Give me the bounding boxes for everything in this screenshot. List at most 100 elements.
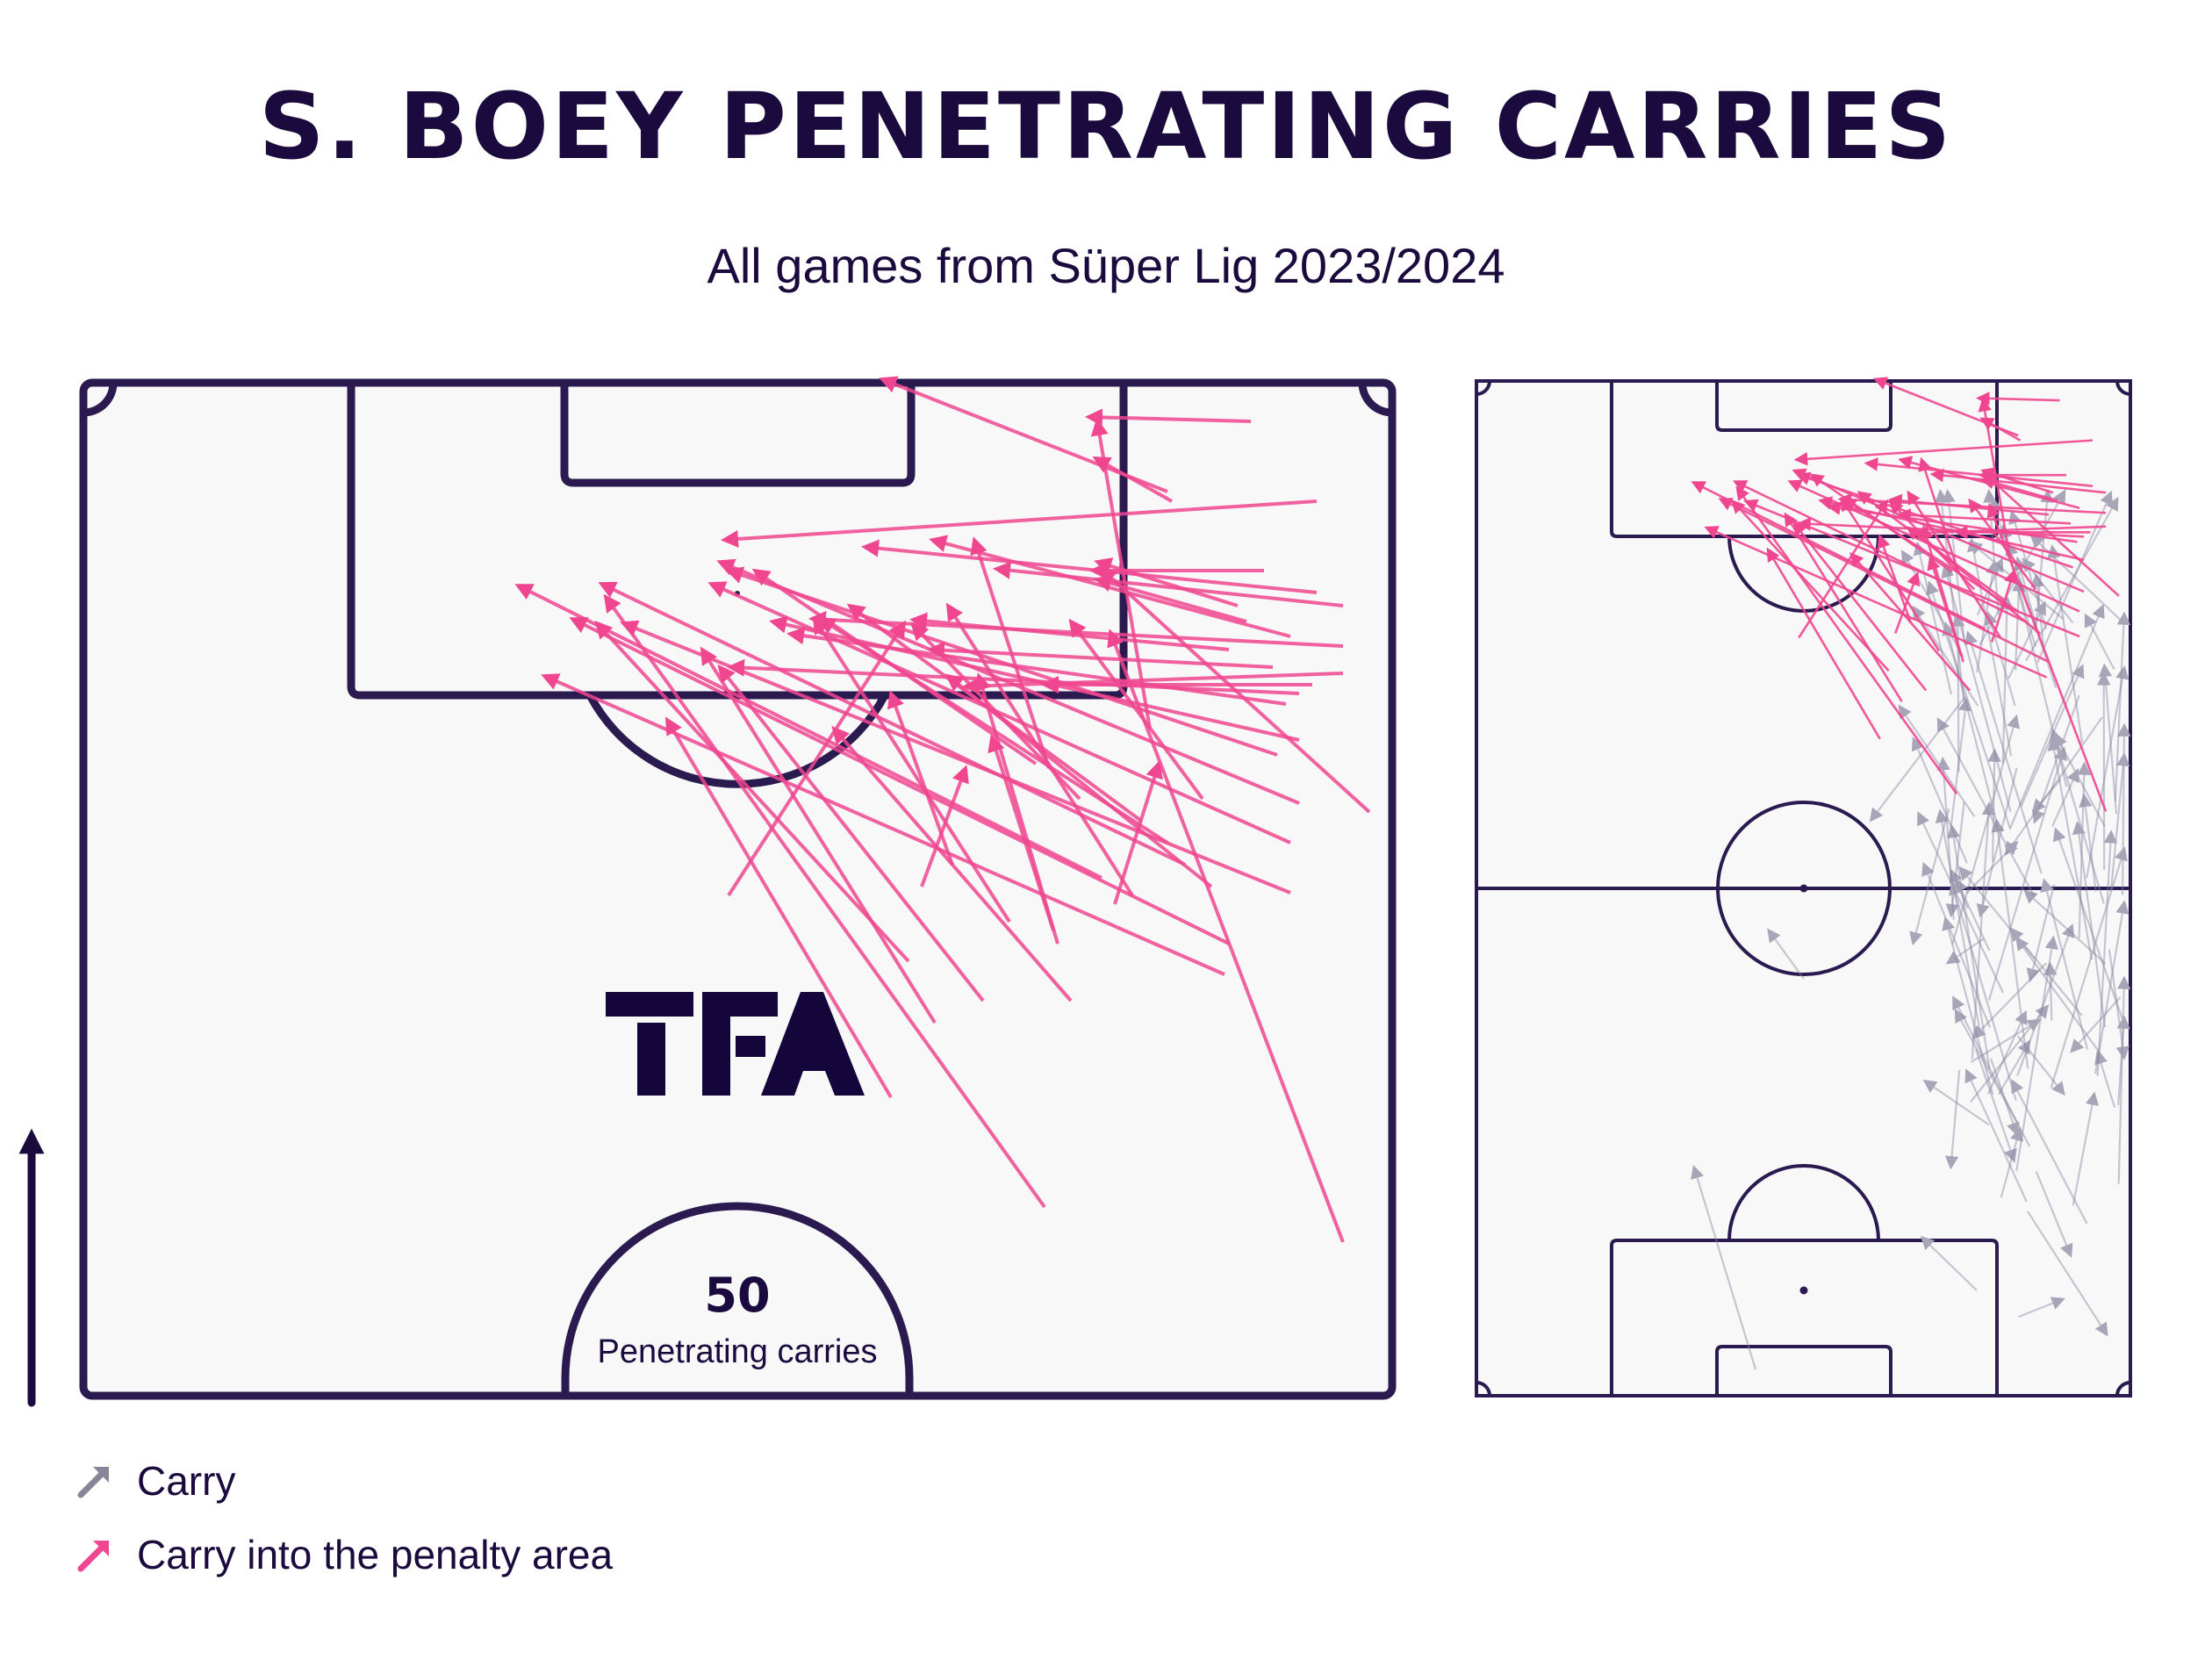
carry-arrow (2116, 1015, 2130, 1106)
carry-arrow (1840, 497, 1941, 652)
carry-arrow (988, 734, 1055, 931)
carry-arrow (2000, 595, 2014, 764)
carry-arrow (2000, 1126, 2023, 1198)
carry-arrow (1986, 1010, 2028, 1095)
carry-arrow (1986, 503, 2108, 812)
carry-arrow (2023, 889, 2107, 965)
carry-arrow (1691, 1165, 1757, 1370)
carry-arrow (541, 673, 1225, 976)
carry-arrow (1784, 512, 1903, 702)
six-yard-box (560, 383, 916, 487)
carry-arrow (2031, 778, 2062, 813)
carry-arrow (993, 561, 1344, 607)
carry-arrow (2054, 733, 2106, 827)
center-circle (1716, 801, 1892, 976)
carry-arrow (1099, 566, 1371, 814)
carry-arrow (1704, 526, 2048, 679)
carry-arrow (1987, 746, 2067, 1001)
carry-arrow (812, 615, 1011, 923)
carry-arrow (717, 664, 985, 1002)
carry-arrow (1942, 916, 1994, 1096)
carry-arrow (1921, 861, 1992, 1028)
carry-arrow (1955, 878, 1991, 952)
corner-arc-left (83, 382, 118, 417)
carry-arrow (962, 672, 1344, 695)
carry-arrow (1731, 499, 1890, 672)
carry-arrow (944, 673, 1213, 888)
carry-arrow (2109, 752, 2130, 892)
carry-arrow (594, 621, 910, 963)
legend-label: Carry (137, 1458, 236, 1504)
carry-arrow (2043, 961, 2058, 1021)
carry-arrow (1793, 439, 2094, 466)
carry-arrow (2050, 846, 2128, 1089)
carry-arrow (920, 765, 969, 887)
carry-arrow (2072, 820, 2107, 1028)
carry-arrow (725, 566, 1278, 757)
carry-arrow (1997, 1039, 2031, 1096)
carry-arrow (2027, 1211, 2108, 1337)
carry-arrow (1976, 560, 2000, 673)
bottom-six-yard-box (1715, 1345, 1892, 1396)
center-circle-arc (561, 1202, 914, 1396)
carry-arrow (1954, 1008, 2020, 1125)
carry-arrow (1990, 569, 2017, 643)
carry-arrow (1085, 408, 1252, 427)
carry-arrow (2011, 1079, 2088, 1225)
tfa-logo (606, 992, 865, 1096)
carry-arrow (1920, 1235, 1978, 1291)
carry-arrow (1922, 1079, 1990, 1126)
carry-arrow (2012, 578, 2026, 671)
bottom-penalty-box (1610, 1239, 1999, 1396)
left-pitch (79, 378, 1397, 1400)
chart-subtitle: All games from Süper Lig 2023/2024 (707, 238, 1505, 293)
carry-arrow (2026, 884, 2056, 982)
carry-arrow (927, 641, 1274, 669)
carry-arrow (1945, 938, 1985, 965)
carry-arrow (2079, 793, 2097, 892)
carry-arrow (2086, 665, 2129, 879)
penalty-arc (586, 693, 888, 788)
carry-arrow (1965, 840, 2019, 895)
carry-arrow (1113, 760, 1163, 905)
carry-arrow (1944, 1069, 1961, 1170)
carry-arrow (1942, 622, 1999, 827)
carry-arrow (1951, 714, 2021, 945)
carry-arrow (514, 584, 1102, 880)
carry-arrow (2047, 736, 2094, 960)
stat-label: Penetrating carries (598, 1333, 878, 1370)
carry-arrow (727, 658, 1300, 695)
carry-arrow (707, 581, 1291, 844)
carry-arrow (2004, 716, 2103, 856)
carry-arrow (1971, 962, 2048, 1040)
carry-arrow (1732, 480, 2028, 624)
chart-title: S. BOEY PENETRATING CARRIES (258, 73, 1954, 180)
carry-arrow (1975, 392, 2060, 406)
carry-arrow (1107, 629, 1345, 1243)
carry-arrow (1798, 499, 1888, 639)
carry-arrow (1968, 498, 2037, 591)
carry-arrow (1949, 697, 1972, 836)
carry-arrow (2108, 949, 2129, 1060)
carry-arrow (970, 536, 1051, 769)
carry-arrow (1984, 610, 2016, 707)
carry-arrow (831, 725, 1073, 1002)
carry-arrow (1983, 472, 2120, 597)
carry-arrow (1909, 808, 1950, 946)
grey-arrow-icon (77, 1467, 109, 1498)
pitch-outline (79, 378, 1397, 1400)
corner-arc-right (1358, 382, 1393, 417)
carry-arrow (1974, 1048, 2017, 1163)
stat-value: 50 (704, 1268, 770, 1323)
carry-arrow (929, 535, 1291, 638)
carry-arrow (2040, 878, 2089, 1050)
carry-arrow (2007, 600, 2046, 679)
carry-arrow (1792, 521, 1928, 692)
carry-arrow (1735, 485, 1958, 795)
carry-arrow (1991, 818, 2029, 1069)
carry-arrow (1964, 1068, 2028, 1203)
carry-arrow (1979, 417, 2022, 442)
carry-arrow (2016, 923, 2075, 1076)
carry-arrow (1949, 880, 2017, 1101)
carry-arrow (2036, 490, 2113, 664)
